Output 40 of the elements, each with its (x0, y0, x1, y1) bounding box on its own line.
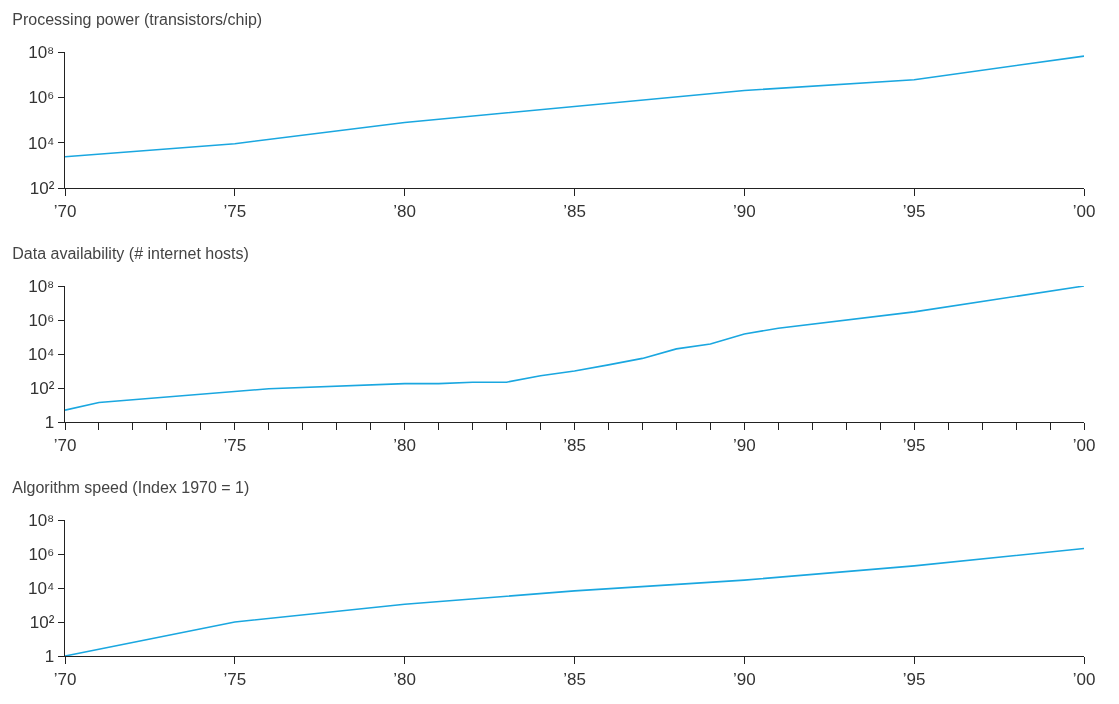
y-tick-label: 10² (29, 612, 55, 632)
y-tick-label: 10⁴ (28, 578, 55, 598)
y-tick-label: 10⁶ (28, 310, 55, 330)
x-tick-label: ’90 (732, 435, 756, 455)
x-tick-label: ’85 (563, 435, 586, 455)
x-tick-label: ’85 (563, 669, 586, 689)
x-tick-label: ’80 (393, 201, 417, 221)
x-tick-label: ’70 (53, 435, 77, 455)
x-tick-label: ’00 (1072, 435, 1096, 455)
x-tick-label: ’70 (53, 669, 77, 689)
x-tick-label: ’90 (732, 669, 756, 689)
x-tick-label: ’85 (563, 201, 586, 221)
y-tick-label: 10⁸ (28, 510, 55, 530)
x-tick-label: ’80 (393, 435, 417, 455)
x-tick-label: ’00 (1072, 201, 1096, 221)
line-series (65, 286, 1084, 411)
y-tick-label: 10² (29, 178, 55, 198)
chart-title: Algorithm speed (Index 1970 = 1) (12, 479, 250, 497)
x-tick-label: ’90 (732, 201, 756, 221)
y-tick-label: 10⁸ (28, 276, 55, 296)
x-tick-label: ’75 (223, 201, 247, 221)
y-tick-label: 1 (44, 646, 55, 666)
x-tick-label: ’75 (223, 669, 247, 689)
y-tick-label: 10⁸ (28, 42, 55, 62)
x-tick-label: ’95 (902, 669, 926, 689)
y-tick-label: 10⁴ (28, 344, 55, 364)
y-tick-label: 1 (44, 412, 55, 432)
x-tick-label: ’75 (223, 435, 247, 455)
y-tick-label: 10⁴ (28, 133, 55, 153)
y-tick-label: 10² (29, 378, 55, 398)
y-tick-label: 10⁶ (28, 88, 55, 108)
x-tick-label: ’80 (393, 669, 417, 689)
x-tick-label: ’95 (902, 201, 926, 221)
x-tick-label: ’00 (1072, 669, 1096, 689)
line-series (65, 55, 1084, 158)
x-tick-label: ’70 (53, 201, 77, 221)
chart-title: Data availability (# internet hosts) (12, 245, 249, 263)
x-tick-label: ’95 (902, 435, 926, 455)
chart-title: Processing power (transistors/chip) (12, 11, 263, 29)
y-tick-label: 10⁶ (28, 544, 55, 564)
